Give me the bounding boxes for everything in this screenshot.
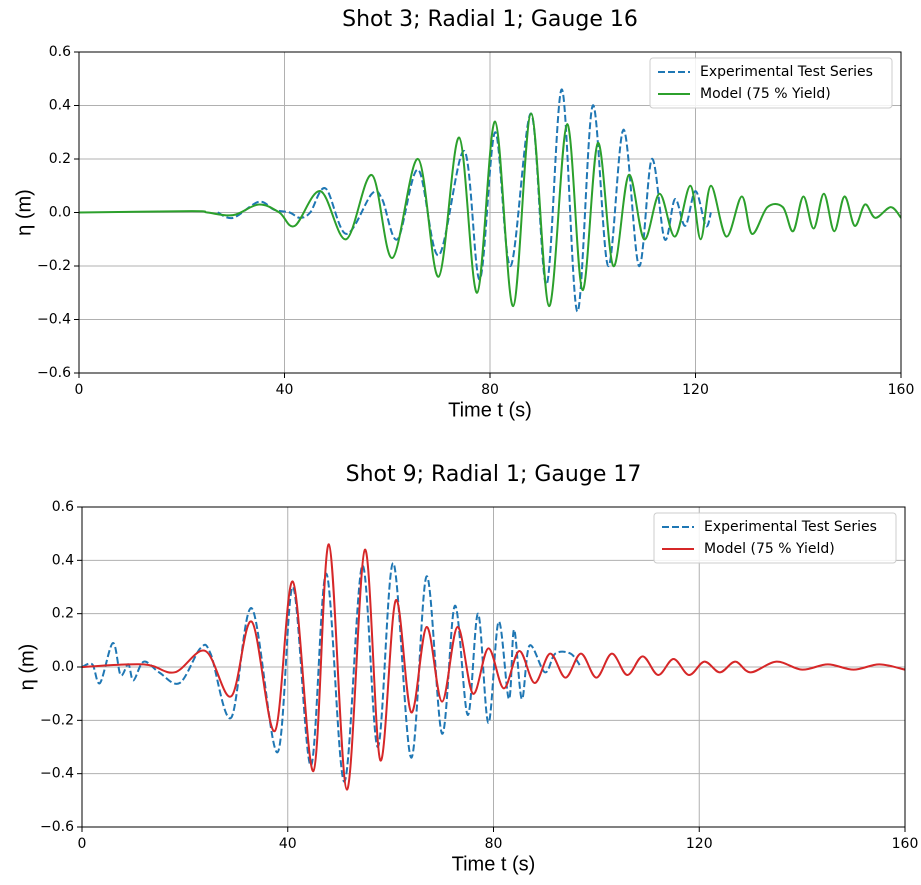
x-tick-label: 120 (686, 836, 713, 852)
x-tick-label: 0 (78, 836, 87, 852)
legend-label: Model (75 % Yield) (700, 86, 831, 102)
x-tick-label: 40 (279, 836, 297, 852)
x-tick-label: 160 (892, 836, 919, 852)
series-line (82, 561, 582, 783)
x-tick-label: 160 (888, 382, 915, 398)
chart-title: Shot 3; Radial 1; Gauge 16 (342, 7, 638, 32)
y-tick-label: −0.6 (40, 819, 74, 835)
x-axis-label: Time t (s) (448, 399, 532, 421)
y-tick-label: 0.2 (52, 606, 74, 622)
series-line (79, 112, 901, 308)
y-tick-label: 0.0 (49, 205, 71, 221)
y-tick-label: −0.2 (40, 712, 74, 728)
x-tick-label: 0 (75, 382, 84, 398)
legend-label: Experimental Test Series (704, 519, 877, 535)
axes-frame (78, 51, 902, 374)
y-tick-label: 0.6 (52, 499, 74, 515)
y-tick-label: 0.4 (52, 552, 74, 568)
y-tick-label: −0.6 (37, 365, 71, 381)
y-tick-label: 0.4 (49, 98, 71, 114)
legend-box (649, 57, 893, 109)
x-axis-label: Time t (s) (452, 853, 536, 875)
y-tick-label: −0.4 (40, 766, 74, 782)
y-tick-label: −0.2 (37, 258, 71, 274)
y-tick-label: 0.2 (49, 151, 71, 167)
subplot: Shot 3; Radial 1; Gauge 16 0 40 80 120 160 −0.… (13, 7, 914, 421)
y-axis-label: η (m) (16, 644, 38, 691)
y-tick-label: 0.6 (49, 44, 71, 60)
x-tick-label: 80 (481, 382, 499, 398)
legend-label: Experimental Test Series (700, 64, 873, 80)
series-line (217, 88, 712, 313)
legend-label: Model (75 % Yield) (704, 541, 835, 557)
y-axis-label: η (m) (13, 189, 35, 236)
x-tick-label: 80 (485, 836, 503, 852)
y-tick-label: 0.0 (52, 659, 74, 675)
x-tick-label: 40 (276, 382, 294, 398)
x-tick-label: 120 (682, 382, 709, 398)
chart-title: Shot 9; Radial 1; Gauge 17 (346, 462, 642, 487)
subplot: Shot 9; Radial 1; Gauge 17 0 40 80 120 160 −0.… (16, 462, 918, 875)
series-line (82, 543, 905, 791)
legend-box (653, 512, 897, 564)
axes-frame (81, 506, 906, 828)
y-tick-label: −0.4 (37, 312, 71, 328)
